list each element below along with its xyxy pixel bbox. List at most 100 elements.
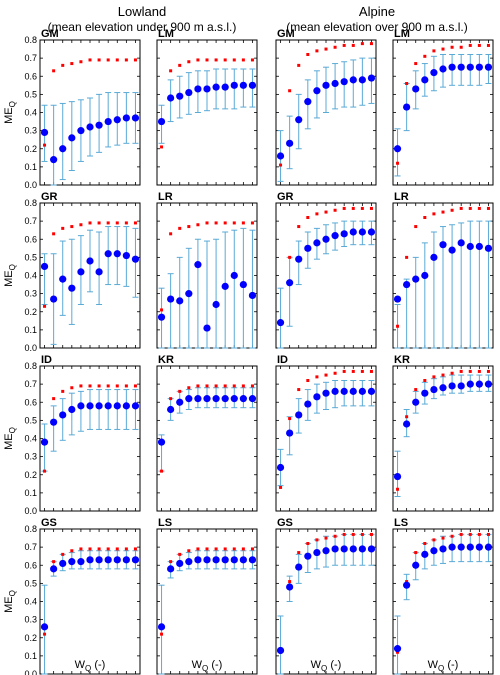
data-point: [304, 400, 312, 408]
y-tick-label: 0.6: [24, 71, 37, 81]
reference-point: [70, 549, 74, 553]
panel-gm-0: GM 0.0 0.1 0.2 0.3 0.4 0.5 0.6 0.7 0.8: [24, 28, 141, 190]
data-point: [457, 543, 465, 551]
data-point: [358, 76, 366, 84]
reference-point: [133, 384, 137, 388]
y-tick-label: 0.2: [24, 144, 37, 154]
reference-point: [70, 62, 74, 66]
data-point: [176, 398, 184, 406]
data-point: [131, 402, 140, 410]
data-point: [286, 429, 294, 437]
panel-lm-3: LM: [392, 28, 494, 186]
data-point: [448, 543, 456, 551]
x-axis-label-sub: Q: [85, 664, 91, 673]
y-tick-label: 0.8: [24, 198, 37, 208]
y-tick-label: 0.3: [24, 126, 37, 136]
reference-point: [279, 163, 283, 167]
y-tick-label: 0.6: [24, 234, 37, 244]
data-point: [221, 83, 229, 91]
reference-point: [405, 255, 409, 259]
reference-point: [423, 379, 427, 382]
reference-point: [306, 379, 310, 382]
y-axis-label-sub: Q: [8, 427, 17, 433]
data-point: [59, 145, 67, 153]
data-point: [304, 552, 312, 560]
reference-point: [106, 384, 110, 388]
data-point: [475, 380, 483, 388]
reference-point: [288, 89, 292, 93]
reference-point: [88, 384, 92, 388]
reference-point: [52, 232, 56, 236]
data-point: [466, 63, 474, 71]
data-point: [176, 92, 184, 100]
panel-label: LR: [394, 191, 409, 203]
panel-label: ID: [277, 354, 288, 366]
data-point: [393, 472, 402, 481]
reference-point: [178, 226, 182, 230]
data-point: [113, 556, 121, 564]
data-point: [167, 565, 175, 573]
reference-point: [297, 388, 301, 392]
data-point: [367, 387, 376, 395]
panel-label: ID: [41, 354, 52, 366]
panel-lm-1: LM: [156, 28, 258, 186]
panel-label: GR: [277, 191, 294, 203]
reference-point: [333, 208, 337, 212]
reference-point: [306, 542, 310, 545]
reference-point: [187, 386, 191, 390]
reference-point: [396, 161, 400, 165]
data-point: [230, 271, 238, 280]
data-point: [322, 235, 330, 243]
y-tick-label: 0.4: [24, 597, 37, 607]
data-point: [393, 645, 402, 653]
data-point: [313, 393, 321, 401]
reference-point: [214, 547, 218, 551]
data-point: [466, 380, 474, 388]
reference-point: [169, 560, 173, 564]
data-point: [430, 253, 438, 261]
data-point: [95, 556, 103, 564]
data-point: [331, 79, 339, 88]
reference-point: [369, 42, 373, 46]
data-point: [430, 547, 438, 555]
data-point: [185, 290, 193, 298]
reference-point: [124, 547, 128, 551]
reference-point: [423, 542, 427, 545]
panel-label: GR: [41, 191, 58, 203]
reference-point: [477, 43, 481, 47]
y-tick-label: 0.7: [24, 542, 37, 552]
reference-point: [61, 552, 65, 556]
x-axis-label-unit: (-): [91, 659, 105, 671]
y-tick-label: 0.7: [24, 379, 37, 389]
data-point: [185, 88, 193, 97]
data-point: [239, 556, 247, 564]
data-point: [95, 268, 103, 276]
y-tick-label: 0.4: [24, 271, 37, 281]
data-point: [104, 402, 112, 410]
reference-point: [288, 255, 292, 259]
x-axis-label-unit: (-): [327, 659, 341, 671]
data-point: [430, 69, 438, 77]
data-point: [412, 275, 420, 283]
data-point: [313, 548, 321, 557]
data-point: [421, 76, 429, 84]
panel-gr-6: GR: [275, 191, 377, 349]
reference-point: [52, 397, 56, 401]
reference-point: [97, 384, 101, 388]
data-point: [68, 284, 76, 292]
reference-point: [342, 369, 346, 373]
data-point: [331, 232, 339, 240]
reference-point: [306, 53, 310, 56]
reference-point: [423, 216, 427, 219]
reference-point: [205, 58, 209, 62]
reference-point: [169, 232, 173, 236]
data-point: [367, 74, 376, 82]
reference-point: [115, 547, 119, 551]
reference-point: [43, 143, 47, 147]
data-point: [457, 63, 465, 71]
data-point: [185, 395, 193, 403]
data-point: [295, 411, 303, 419]
x-axis-label: WQ (-): [75, 659, 106, 673]
data-point: [86, 556, 94, 564]
panel-lr-7: LR: [392, 191, 494, 349]
